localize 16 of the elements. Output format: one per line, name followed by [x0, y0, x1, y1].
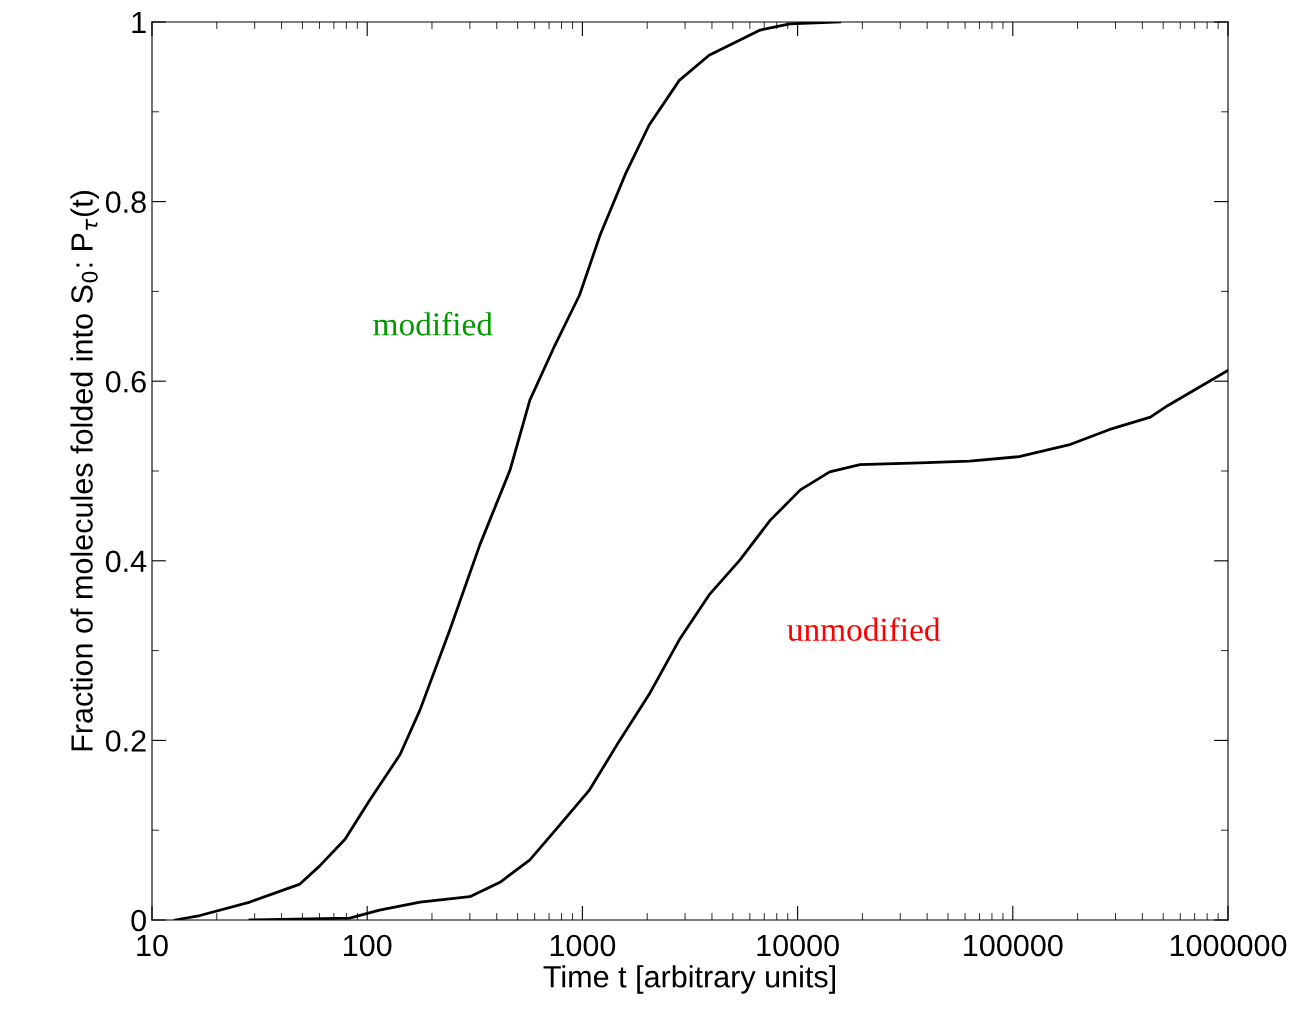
y-axis-title: Fraction of molecules folded into S$_{0}$: P$_{τ}$(t) — [70, 191, 99, 751]
x-tick-label: 1000 — [550, 934, 616, 957]
y-tick-label: 0.4 — [105, 550, 147, 573]
x-tick-label: 100000 — [964, 934, 1063, 957]
text: unmodified — [787, 617, 941, 641]
x-axis-title: Time t [arbitrary units] — [543, 965, 835, 994]
x-tick-label: 10000 — [757, 934, 839, 957]
y-tick-label: 0.2 — [105, 730, 146, 752]
y-tick-label: 1 — [132, 12, 146, 34]
series-label: modified — [373, 311, 493, 336]
y-tick-label: 0.8 — [105, 191, 146, 213]
y-tick-label: 0.6 — [105, 370, 146, 393]
x-tick-label: 100 — [344, 934, 392, 957]
x-tick-label: 1000000 — [1170, 934, 1287, 957]
y-tick-label: 0 — [131, 909, 146, 932]
x-tick-label: 10 — [137, 934, 168, 957]
